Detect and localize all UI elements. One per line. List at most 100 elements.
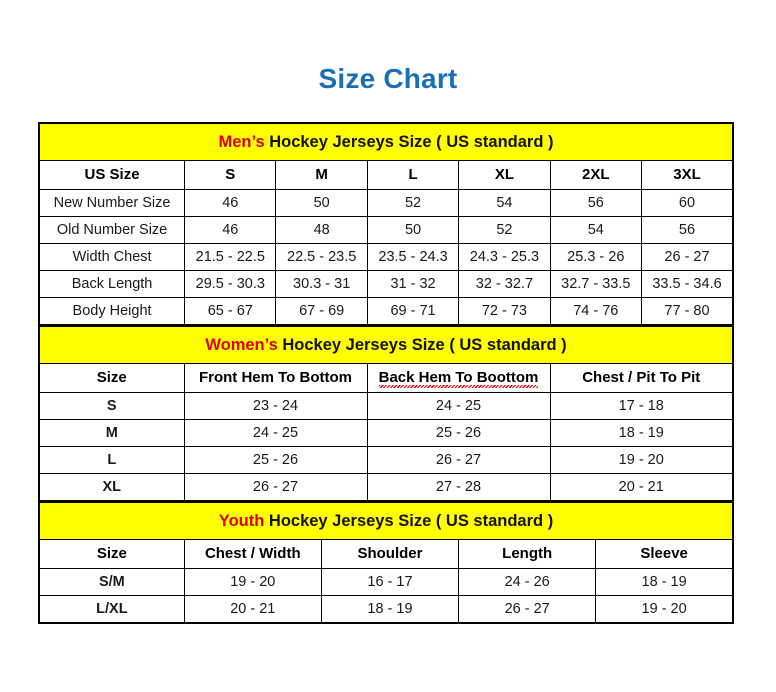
womens-section-header: Women’s Hockey Jerseys Size ( US standar… [39, 326, 734, 364]
mens-col-header-2: M [275, 160, 368, 190]
mens-cell-1-5: 56 [640, 216, 734, 244]
mens-cell-4-3: 72 - 73 [458, 297, 551, 325]
youth-cell-0-0: 19 - 20 [183, 568, 322, 596]
table-row: L/XL 20 - 21 18 - 19 26 - 27 19 - 20 [38, 595, 734, 624]
mens-cell-3-1: 30.3 - 31 [275, 270, 368, 298]
table-row: S 23 - 24 24 - 25 17 - 18 [38, 392, 734, 420]
youth-section-header: Youth Hockey Jerseys Size ( US standard … [39, 502, 733, 540]
mens-row-label-3: Back Length [38, 270, 186, 298]
size-tables-container: Men’s Hockey Jerseys Size ( US standard … [38, 122, 735, 624]
table-row: Body Height 65 - 67 67 - 69 69 - 71 72 -… [38, 297, 734, 325]
youth-row-label-1: L/XL [38, 595, 185, 624]
mens-cell-0-5: 60 [640, 189, 734, 217]
womens-cell-1-0: 24 - 25 [183, 419, 368, 447]
youth-col-header-2: Shoulder [320, 539, 460, 569]
youth-cell-0-3: 18 - 19 [595, 568, 734, 596]
table-row: S/M 19 - 20 16 - 17 24 - 26 18 - 19 [38, 568, 734, 596]
mens-cell-1-2: 50 [366, 216, 460, 244]
youth-col-header-1: Chest / Width [183, 539, 322, 569]
womens-cell-3-1: 27 - 28 [366, 473, 551, 501]
mens-cell-1-1: 48 [275, 216, 368, 244]
table-row: New Number Size 46 50 52 54 56 60 [38, 189, 734, 217]
mens-row-label-1: Old Number Size [38, 216, 186, 244]
youth-cell-1-2: 26 - 27 [458, 595, 597, 624]
youth-column-header-row: Size Chest / Width Shoulder Length Sleev… [38, 539, 734, 569]
mens-cell-2-3: 24.3 - 25.3 [458, 243, 551, 271]
mens-col-header-6: 3XL [640, 160, 734, 190]
womens-cell-0-1: 24 - 25 [366, 392, 551, 420]
youth-col-header-4: Sleeve [595, 539, 734, 569]
youth-header-accent: Youth [218, 512, 265, 530]
youth-col-header-3: Length [458, 539, 597, 569]
womens-col-header-1: Front Hem To Bottom [183, 363, 368, 393]
mens-header-rest: Hockey Jerseys Size ( US standard ) [264, 133, 554, 151]
youth-section-header-row: Youth Hockey Jerseys Size ( US standard … [39, 502, 733, 540]
womens-header-rest: Hockey Jerseys Size ( US standard ) [277, 336, 567, 354]
youth-cell-0-1: 16 - 17 [320, 568, 460, 596]
mens-col-header-3: L [366, 160, 460, 190]
womens-cell-3-2: 20 - 21 [549, 473, 734, 501]
mens-header-accent: Men’s [218, 133, 265, 151]
mens-cell-0-4: 56 [549, 189, 642, 217]
mens-cell-2-4: 25.3 - 26 [549, 243, 642, 271]
mens-size-table: Men’s Hockey Jerseys Size ( US standard … [38, 122, 734, 325]
mens-cell-3-0: 29.5 - 30.3 [184, 270, 277, 298]
table-row: Old Number Size 46 48 50 52 54 56 [38, 216, 734, 244]
womens-row-label-3: XL [38, 473, 185, 501]
womens-cell-2-0: 25 - 26 [183, 446, 368, 474]
mens-cell-3-4: 32.7 - 33.5 [549, 270, 642, 298]
womens-col-header-3: Chest / Pit To Pit [549, 363, 734, 393]
mens-cell-0-2: 52 [366, 189, 460, 217]
mens-cell-4-0: 65 - 67 [184, 297, 277, 325]
womens-cell-1-2: 18 - 19 [549, 419, 734, 447]
youth-row-label-0: S/M [38, 568, 185, 596]
mens-cell-2-2: 23.5 - 24.3 [366, 243, 460, 271]
mens-cell-2-5: 26 - 27 [640, 243, 734, 271]
womens-cell-3-0: 26 - 27 [183, 473, 368, 501]
mens-cell-4-5: 77 - 80 [640, 297, 734, 325]
womens-cell-2-2: 19 - 20 [549, 446, 734, 474]
youth-col-header-0: Size [38, 539, 185, 569]
youth-header-rest: Hockey Jerseys Size ( US standard ) [264, 512, 554, 530]
table-row: Back Length 29.5 - 30.3 30.3 - 31 31 - 3… [38, 270, 734, 298]
mens-cell-1-0: 46 [184, 216, 277, 244]
mens-section-header-row: Men’s Hockey Jerseys Size ( US standard … [39, 123, 733, 161]
womens-col-header-0: Size [38, 363, 185, 393]
mens-col-header-4: XL [458, 160, 551, 190]
mens-row-label-2: Width Chest [38, 243, 186, 271]
mens-cell-1-3: 52 [458, 216, 551, 244]
mens-row-label-4: Body Height [38, 297, 186, 325]
womens-column-header-row: Size Front Hem To Bottom Back Hem To Boo… [38, 363, 734, 393]
mens-col-header-0: US Size [38, 160, 186, 190]
womens-cell-2-1: 26 - 27 [366, 446, 551, 474]
mens-cell-3-3: 32 - 32.7 [458, 270, 551, 298]
womens-section-header-row: Women’s Hockey Jerseys Size ( US standar… [39, 326, 734, 364]
womens-row-label-0: S [38, 392, 185, 420]
page-title: Size Chart [318, 63, 458, 94]
mens-cell-0-0: 46 [184, 189, 277, 217]
mens-cell-4-2: 69 - 71 [366, 297, 460, 325]
table-row: XL 26 - 27 27 - 28 20 - 21 [38, 473, 734, 501]
mens-cell-2-1: 22.5 - 23.5 [275, 243, 368, 271]
youth-cell-1-1: 18 - 19 [320, 595, 460, 624]
mens-section-header: Men’s Hockey Jerseys Size ( US standard … [39, 123, 733, 161]
youth-cell-1-3: 19 - 20 [595, 595, 734, 624]
mens-cell-2-0: 21.5 - 22.5 [184, 243, 277, 271]
womens-col-header-2: Back Hem To Boottom [366, 363, 551, 393]
mens-col-header-5: 2XL [549, 160, 642, 190]
mens-column-header-row: US Size S M L XL 2XL 3XL [38, 160, 734, 190]
mens-row-label-0: New Number Size [38, 189, 186, 217]
mens-cell-0-3: 54 [458, 189, 551, 217]
mens-cell-1-4: 54 [549, 216, 642, 244]
mens-cell-4-1: 67 - 69 [275, 297, 368, 325]
womens-row-label-2: L [38, 446, 185, 474]
womens-header-accent: Women’s [205, 336, 278, 354]
table-row: Width Chest 21.5 - 22.5 22.5 - 23.5 23.5… [38, 243, 734, 271]
womens-cell-1-1: 25 - 26 [366, 419, 551, 447]
mens-cell-0-1: 50 [275, 189, 368, 217]
youth-size-table: Youth Hockey Jerseys Size ( US standard … [38, 501, 734, 624]
womens-size-table: Women’s Hockey Jerseys Size ( US standar… [38, 325, 735, 501]
womens-cell-0-2: 17 - 18 [549, 392, 734, 420]
mens-col-header-1: S [184, 160, 277, 190]
womens-row-label-1: M [38, 419, 185, 447]
